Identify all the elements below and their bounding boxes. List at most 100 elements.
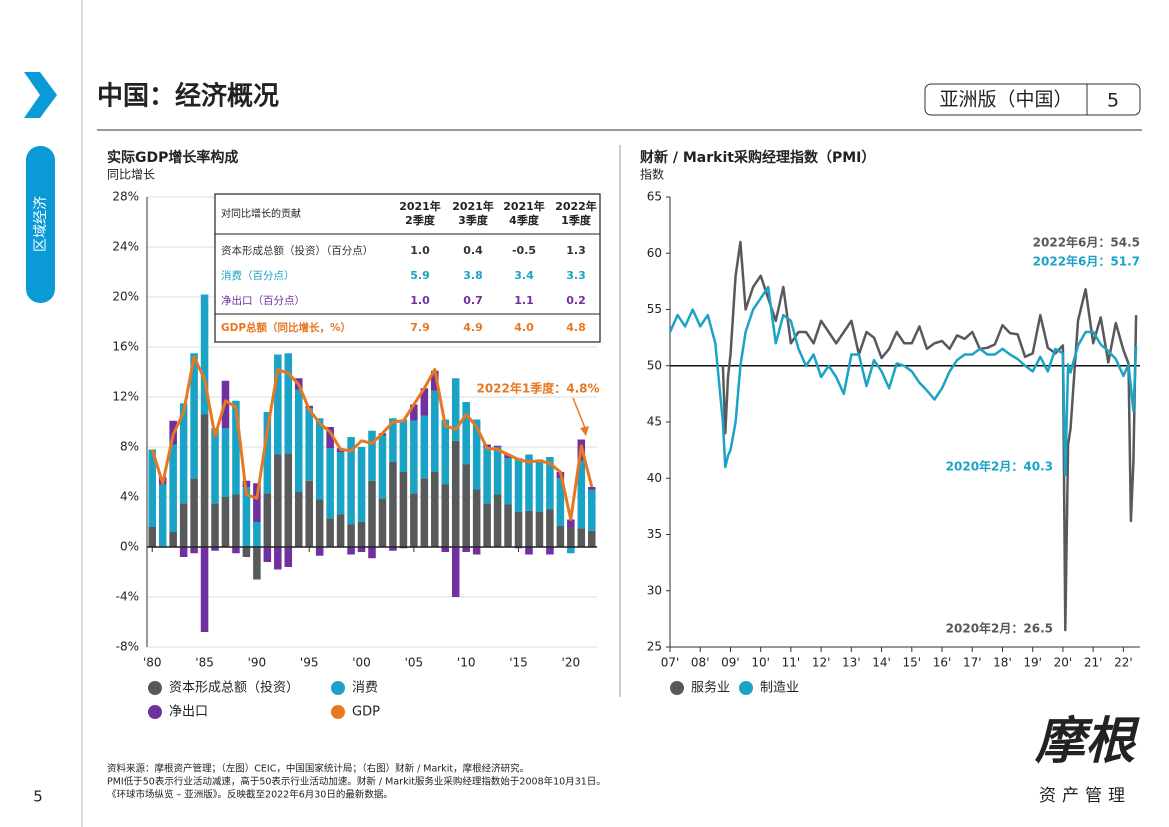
- bar-segment: [472, 547, 481, 555]
- bar-segment: [305, 480, 313, 547]
- x-tick-label: 21': [1084, 656, 1103, 670]
- x-tick-label: '80: [143, 656, 162, 670]
- footnote: PMI低于50表示行业活动减速，高于50表示行业活动加速。财新 / Markit…: [107, 776, 606, 788]
- chart-title: 财新 / Markit采购经理指数（PMI）: [639, 149, 875, 166]
- annotation: 2022年1季度：4.8%: [476, 381, 599, 396]
- bar-segment: [577, 528, 586, 547]
- table-cell: 1.3: [566, 244, 586, 257]
- bar-segment: [431, 370, 439, 391]
- bar-segment: [451, 547, 460, 597]
- bar-segment: [431, 472, 439, 547]
- table-column-header: 1季度: [561, 213, 592, 227]
- chart-title: 实际GDP增长率构成: [107, 149, 238, 166]
- table-column-header: 2021年: [452, 199, 494, 213]
- table-cell: 0.2: [566, 294, 586, 307]
- bar-segment: [336, 452, 345, 515]
- table-cell: GDP总额（同比增长，%）: [221, 321, 351, 334]
- bar-segment: [284, 547, 293, 567]
- bar-segment: [462, 547, 470, 552]
- bar-segment: [514, 512, 523, 547]
- bar-segment: [389, 547, 397, 551]
- y-tick-label: 45: [647, 415, 662, 429]
- bar-segment: [326, 518, 334, 547]
- table-cell: 0.4: [463, 244, 483, 257]
- bar-segment: [284, 353, 293, 454]
- bar-segment: [169, 532, 177, 547]
- bar-segment: [577, 460, 586, 529]
- annotation: 2022年6月：51.7: [1033, 254, 1140, 269]
- bar-segment: [441, 419, 450, 485]
- bar-segment: [211, 547, 219, 551]
- bar-segment: [274, 354, 282, 455]
- bar-segment: [357, 522, 366, 547]
- bar-segment: [567, 527, 575, 547]
- bar-segment: [525, 510, 533, 547]
- bar-segment: [294, 389, 303, 492]
- legend-marker: [331, 681, 345, 695]
- x-tick-label: 20': [1054, 656, 1073, 670]
- bar-segment: [378, 498, 387, 547]
- legend-label: GDP: [352, 705, 380, 720]
- footnote: 《环球市场纵览 – 亚洲版》。反映截至2022年6月30日的最新数据。: [107, 789, 393, 801]
- bar-segment: [556, 478, 565, 526]
- bar-segment: [451, 378, 460, 441]
- bar-segment: [274, 454, 282, 547]
- table-column-header: 2022年: [555, 199, 597, 213]
- line: [668, 285, 1138, 477]
- annotation: 2020年2月：40.3: [946, 459, 1053, 474]
- y-tick-label: 12%: [112, 390, 139, 404]
- x-tick-label: 11': [782, 656, 801, 670]
- x-tick-label: 14': [872, 656, 891, 670]
- bar-segment: [357, 447, 366, 522]
- bar-segment: [326, 427, 334, 449]
- annotation-arrow: [572, 397, 586, 429]
- bar-segment: [190, 478, 198, 547]
- table-cell: 1.1: [514, 294, 534, 307]
- logo: 摩根: [1034, 711, 1140, 770]
- bar-segment: [472, 419, 481, 490]
- bar-segment: [368, 480, 376, 547]
- x-tick-label: 09': [721, 656, 740, 670]
- bar-segment: [504, 458, 512, 505]
- table-cell: 5.9: [410, 269, 430, 282]
- chart-subtitle: 指数: [640, 167, 664, 182]
- bar-segment: [315, 547, 324, 556]
- line: [150, 355, 594, 521]
- table-box: [214, 193, 601, 343]
- bar-segment: [221, 497, 230, 547]
- bar-segment: [567, 547, 575, 554]
- bar-segment: [357, 547, 366, 552]
- bar-segment: [493, 447, 502, 495]
- bar-segment: [221, 428, 230, 497]
- bar-segment: [242, 547, 251, 557]
- y-tick-label: 4%: [120, 490, 139, 504]
- bar-segment: [242, 487, 251, 547]
- y-tick-label: 30: [647, 583, 662, 597]
- legend-label: 资本形成总额（投资）: [169, 680, 299, 696]
- y-tick-label: 55: [647, 302, 662, 316]
- bar-segment: [399, 419, 408, 472]
- bar-segment: [179, 547, 188, 557]
- bar-segment: [389, 462, 397, 547]
- bar-segment: [253, 483, 261, 522]
- table-cell: 净出口（百分点）: [221, 294, 305, 307]
- table-cell: 4.0: [514, 321, 534, 334]
- bar-segment: [190, 353, 198, 479]
- bar-segment: [315, 418, 324, 500]
- bar-segment: [514, 458, 523, 512]
- bar-segment: [493, 494, 502, 547]
- bar-segment: [294, 492, 303, 547]
- legend-label: 制造业: [760, 681, 799, 696]
- bar-segment: [462, 464, 470, 547]
- x-tick-label: 22': [1114, 656, 1133, 670]
- x-tick-label: '95: [300, 656, 319, 670]
- legend-marker: [670, 681, 684, 695]
- chevron-icon: [24, 72, 57, 118]
- legend-label: 服务业: [691, 680, 730, 696]
- y-tick-label: 28%: [112, 190, 139, 204]
- bar-segment: [441, 484, 450, 547]
- bar-segment: [274, 547, 282, 570]
- y-tick-label: 20%: [112, 290, 139, 304]
- edition: 亚洲版（中国）: [939, 89, 1072, 111]
- bar-segment: [420, 478, 429, 547]
